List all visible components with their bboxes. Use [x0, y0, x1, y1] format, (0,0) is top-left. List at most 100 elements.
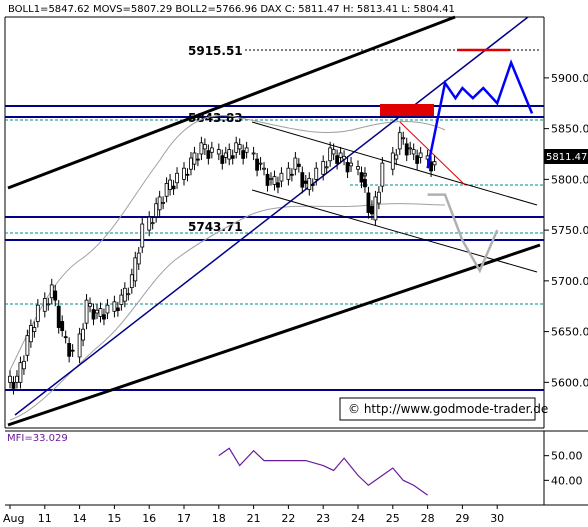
- price-tick-label: 5750.00: [551, 224, 588, 237]
- mfi-axis: 40.00 50.00: [544, 450, 583, 487]
- candle-body: [366, 192, 371, 213]
- candle-body: [105, 304, 110, 314]
- candle-body: [129, 274, 134, 289]
- candle-body: [262, 167, 266, 170]
- price-tick-label: 5850.00: [551, 123, 588, 136]
- date-tick-label: 22: [281, 512, 295, 525]
- level-label-5843: 5843.83: [188, 111, 243, 125]
- candle-body: [192, 152, 197, 165]
- candle-body: [223, 152, 228, 158]
- candle-body: [150, 222, 155, 225]
- date-tick-label: 15: [107, 512, 121, 525]
- chart-header: BOLL1=5847.62 MOVS=5807.29 BOLL2=5766.96…: [8, 4, 455, 15]
- candle-body: [411, 149, 416, 155]
- candle-body: [175, 172, 179, 184]
- candles: [8, 126, 437, 395]
- date-axis: Aug 11 14 15 16 17 18 21 22 23 24 25 28 29 30: [3, 505, 504, 525]
- candle-body: [115, 307, 120, 312]
- candle-body: [251, 152, 256, 155]
- candle-body: [81, 328, 85, 341]
- bullish-projection: [426, 59, 534, 169]
- candle-body: [363, 178, 367, 188]
- mfi-panel: [5, 430, 588, 506]
- candle-body: [324, 166, 329, 169]
- candle-body: [88, 303, 92, 307]
- candle-body: [272, 176, 277, 185]
- date-tick-label: 14: [73, 512, 87, 525]
- candle-body: [60, 321, 65, 331]
- candle-body: [84, 299, 89, 324]
- candle-body: [216, 149, 221, 155]
- candle-body: [345, 162, 350, 173]
- source-label: © http://www.godmode-trader.de: [348, 402, 548, 416]
- candle-body: [154, 203, 159, 217]
- candle-body: [35, 304, 40, 322]
- candle-body: [46, 303, 51, 306]
- candle-body: [258, 162, 263, 165]
- candle-body: [276, 182, 280, 188]
- candle-body: [182, 167, 186, 180]
- date-tick-label: 28: [421, 512, 435, 525]
- candle-body: [11, 381, 16, 389]
- candle-body: [265, 173, 270, 186]
- candle-body: [67, 343, 72, 357]
- candle-body: [314, 167, 319, 180]
- candle-body: [432, 161, 437, 166]
- candle-body: [415, 155, 420, 164]
- candle-body: [189, 157, 193, 170]
- candle-body: [161, 201, 166, 204]
- candle-body: [95, 309, 99, 314]
- lower-trend-channel: [7, 243, 541, 427]
- date-tick-label: 25: [386, 512, 400, 525]
- candle-body: [331, 149, 336, 155]
- candle-body: [171, 185, 176, 190]
- candle-body: [390, 152, 395, 170]
- bearish-projection: [427, 193, 499, 274]
- date-tick-label: 18: [212, 512, 226, 525]
- last-price-box: [544, 149, 588, 164]
- candle-body: [126, 293, 131, 296]
- candle-body: [202, 144, 207, 150]
- mfi-line: [218, 447, 428, 496]
- candle-body: [42, 298, 47, 312]
- candle-body: [307, 177, 312, 190]
- candle-body: [234, 142, 239, 153]
- mfi-tick-label: 40.00: [551, 474, 583, 487]
- candle-body: [122, 287, 127, 302]
- candle-body: [28, 325, 33, 343]
- candle-body: [157, 196, 162, 211]
- candle-body: [98, 308, 103, 317]
- candle-body: [338, 152, 343, 158]
- candle-body: [230, 155, 235, 159]
- mfi-label: MFI=33.029: [7, 433, 68, 444]
- red-down-line: [399, 121, 466, 186]
- candle-body: [370, 206, 374, 215]
- candle-body: [32, 327, 37, 332]
- candle-body: [15, 375, 19, 383]
- level-label-5915: 5915.51: [188, 44, 243, 58]
- candle-body: [185, 173, 190, 176]
- candle-body: [91, 309, 96, 320]
- candle-body: [56, 305, 61, 328]
- candle-body: [321, 161, 326, 175]
- date-tick-label: Aug: [3, 512, 24, 525]
- candle-body: [206, 150, 211, 159]
- red-resistance-box: [380, 104, 434, 116]
- candle-body: [429, 161, 433, 172]
- candle-body: [418, 152, 423, 158]
- candle-body: [376, 191, 381, 204]
- candle-body: [359, 172, 364, 183]
- candle-body: [227, 149, 232, 160]
- bollinger-upper: [9, 114, 446, 371]
- price-axis: 5600.00 5650.00 5700.00 5750.00 5800.00 5850.…: [544, 72, 588, 389]
- price-tick-label: 5900.00: [551, 72, 588, 85]
- candle-body: [244, 147, 249, 153]
- date-tick-label: 23: [316, 512, 330, 525]
- candle-body: [25, 335, 30, 356]
- level-label-5743: 5743.71: [188, 220, 243, 234]
- candle-body: [397, 132, 402, 150]
- date-tick-label: 30: [490, 512, 504, 525]
- candle-body: [286, 167, 291, 180]
- candle-body: [22, 360, 26, 370]
